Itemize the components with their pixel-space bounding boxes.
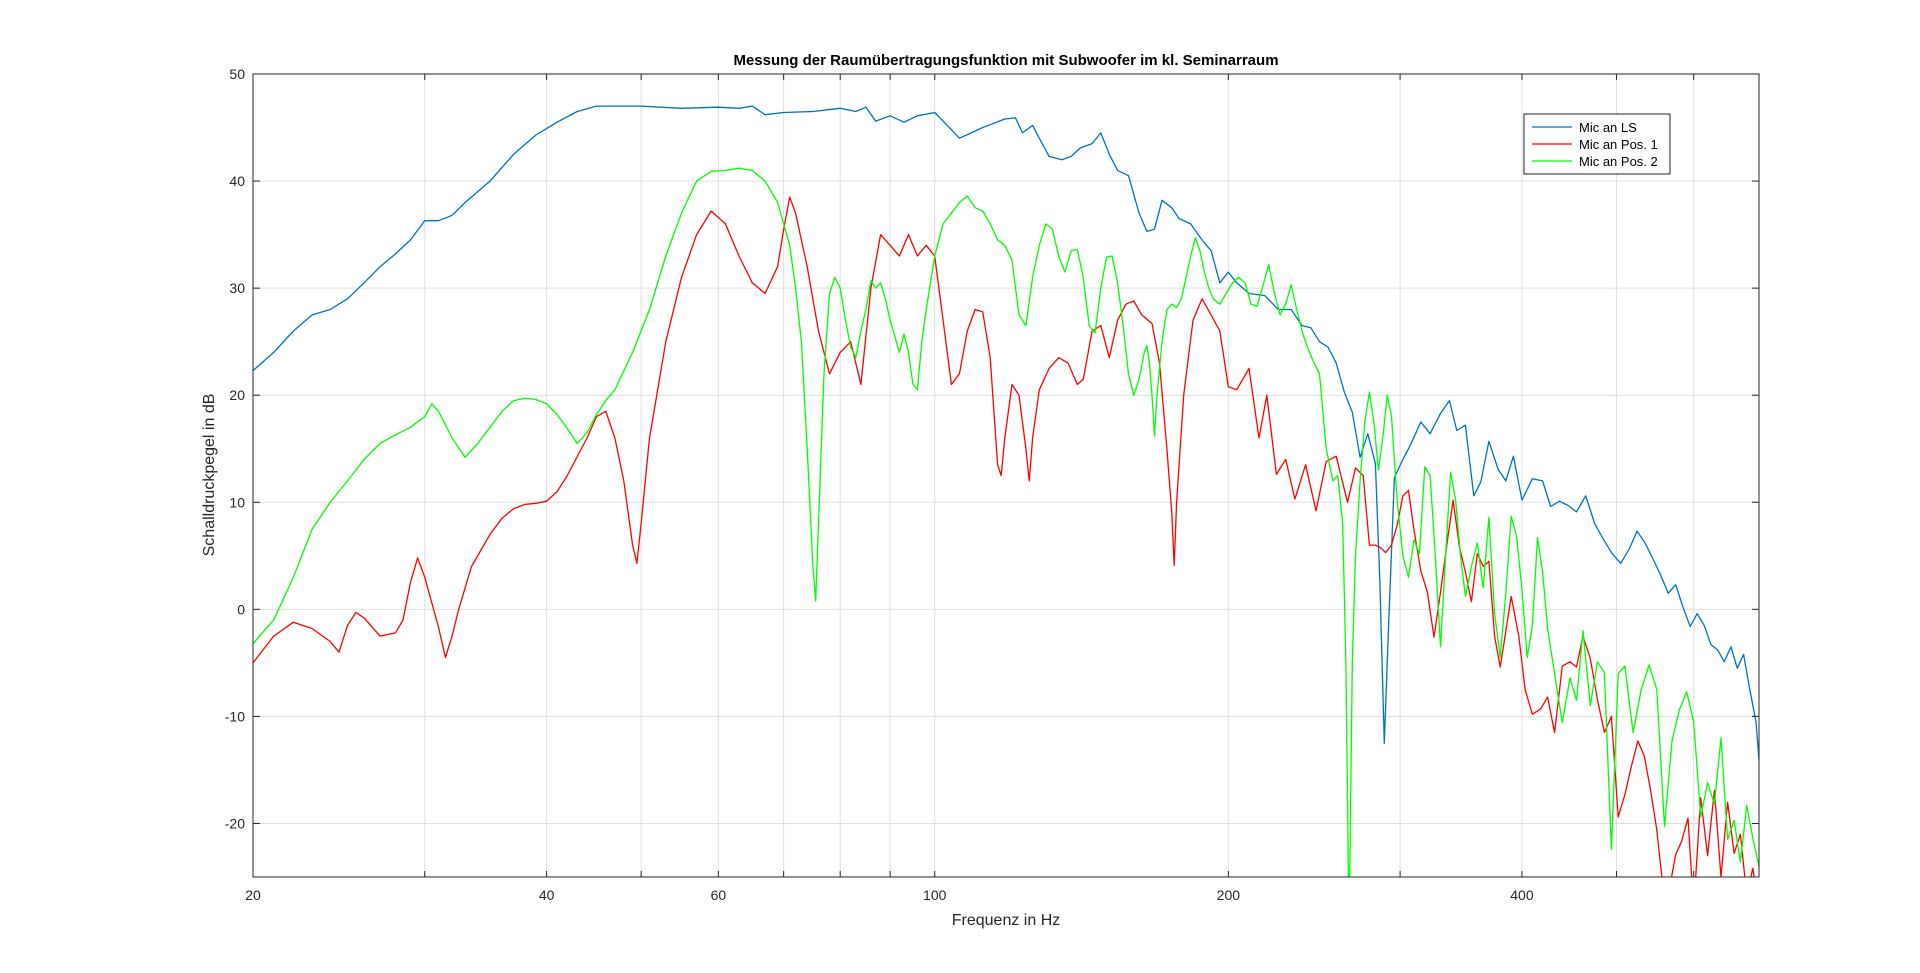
- chart-title: Messung der Raumübertragungsfunktion mit…: [733, 52, 1278, 69]
- y-tick-label: 20: [229, 387, 245, 403]
- x-tick-label: 60: [711, 887, 727, 903]
- y-tick-label: -10: [225, 708, 245, 724]
- legend-label-2: Mic an Pos. 1: [1579, 137, 1658, 152]
- x-tick-label: 400: [1510, 887, 1534, 903]
- x-tick-label: 20: [245, 887, 261, 903]
- plot-background: [253, 74, 1759, 877]
- series-layer: [253, 105, 1759, 877]
- legend-label-3: Mic an Pos. 2: [1579, 154, 1658, 169]
- y-tick-label: 50: [229, 66, 245, 82]
- series-line-2: [253, 196, 1755, 877]
- series-line-3: [253, 167, 1759, 877]
- legend-label-1: Mic an LS: [1579, 120, 1637, 135]
- plot-area: -20 -10 0 10 20 30 40 50 20 40 60 100 200 400: [225, 66, 1760, 903]
- y-tick-label: 30: [229, 280, 245, 296]
- y-tick-label: -20: [225, 815, 245, 831]
- x-axis-label: Frequenz in Hz: [952, 912, 1061, 929]
- x-tick-label: 200: [1217, 887, 1241, 903]
- ticks: -20 -10 0 10 20 30 40 50 20 40 60 100 200 400: [225, 66, 1760, 903]
- legend: Mic an LS Mic an Pos. 1 Mic an Pos. 2: [1523, 113, 1671, 175]
- x-tick-label: 100: [923, 887, 947, 903]
- series-line-1: [253, 105, 1759, 760]
- y-tick-label: 40: [229, 173, 245, 189]
- plot-frame: [252, 73, 1760, 878]
- y-tick-label: 10: [229, 494, 245, 510]
- x-tick-label: 40: [539, 887, 555, 903]
- y-tick-label: 0: [237, 601, 245, 617]
- y-axis-label: Schalldruckpegel in dB: [201, 394, 218, 557]
